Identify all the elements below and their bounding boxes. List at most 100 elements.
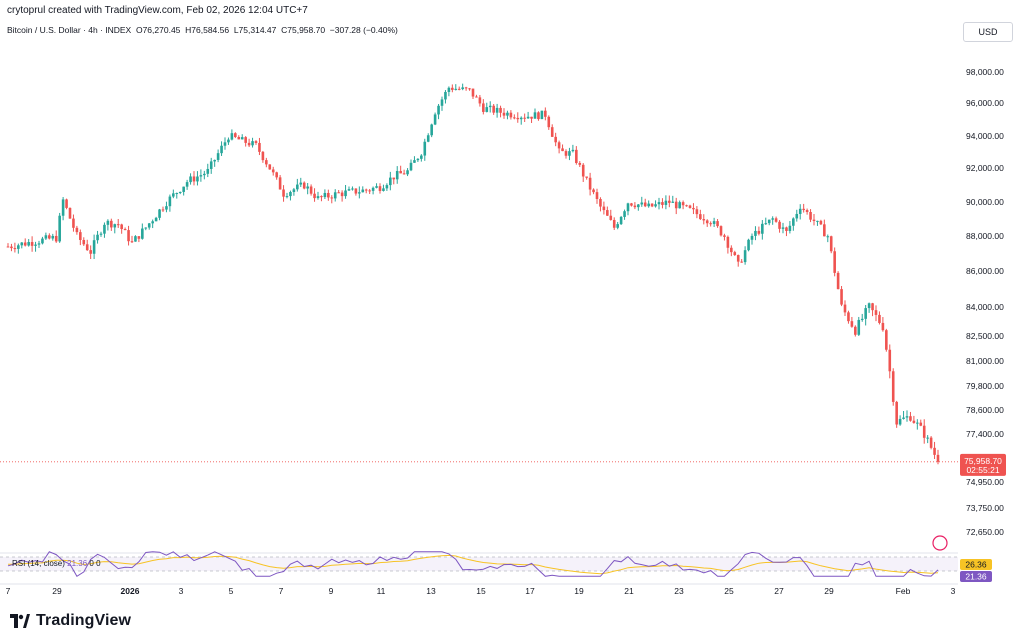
candle-body bbox=[209, 161, 213, 169]
candle bbox=[626, 202, 630, 216]
candle bbox=[230, 129, 234, 141]
candle bbox=[557, 140, 561, 154]
price-tick-label: 78,600.00 bbox=[966, 405, 1004, 415]
candle-body bbox=[440, 99, 444, 106]
candle bbox=[261, 150, 265, 163]
candle-body bbox=[420, 155, 423, 159]
candle bbox=[347, 186, 351, 192]
candle bbox=[864, 304, 867, 326]
candle bbox=[154, 216, 158, 222]
candle-body bbox=[792, 218, 795, 226]
candle-body bbox=[399, 171, 402, 174]
candle bbox=[836, 271, 840, 290]
candle-body bbox=[444, 91, 447, 100]
candle-body bbox=[847, 312, 850, 322]
candle-body bbox=[258, 142, 261, 152]
candle bbox=[774, 216, 778, 223]
ohlc-open: O76,270.45 bbox=[135, 25, 181, 35]
time-tick-label: 7 bbox=[6, 586, 11, 596]
candle-body bbox=[206, 168, 210, 174]
candle bbox=[595, 188, 599, 204]
candle bbox=[120, 223, 123, 234]
candle bbox=[668, 195, 671, 208]
candle bbox=[361, 186, 365, 193]
candle bbox=[643, 198, 647, 208]
candle-body bbox=[612, 219, 616, 228]
candle bbox=[299, 177, 303, 187]
candle-body bbox=[740, 261, 743, 263]
candle bbox=[723, 233, 726, 241]
price-axis: 98,000.00 96,000.00 94,000.00 92,000.00 90,0… bbox=[966, 67, 1004, 537]
candle-body bbox=[168, 196, 172, 207]
candle-body bbox=[299, 182, 303, 185]
symbol-legend[interactable]: Bitcoin / U.S. Dollar · 4h · INDEX O76,2… bbox=[7, 25, 398, 35]
candle-body bbox=[316, 196, 320, 199]
candle-body bbox=[726, 236, 730, 248]
candle-body bbox=[550, 127, 554, 137]
candle-body bbox=[323, 192, 327, 198]
candle-body bbox=[361, 189, 365, 193]
candle-body bbox=[526, 116, 530, 119]
candle bbox=[926, 435, 929, 444]
candle bbox=[929, 436, 933, 450]
candle-body bbox=[34, 244, 37, 246]
candle-body bbox=[933, 447, 936, 455]
candle bbox=[61, 197, 65, 221]
candle bbox=[134, 235, 137, 242]
candle bbox=[423, 138, 427, 161]
candle bbox=[48, 233, 51, 240]
candle-body bbox=[254, 141, 258, 143]
candle-body bbox=[371, 187, 375, 191]
candle bbox=[850, 316, 854, 328]
price-tick-label: 90,000.00 bbox=[966, 197, 1004, 207]
candle bbox=[874, 305, 878, 322]
candle bbox=[464, 86, 468, 91]
currency-selector[interactable]: USD bbox=[963, 22, 1013, 42]
candle bbox=[823, 219, 826, 237]
candle bbox=[785, 226, 788, 237]
candle-body bbox=[48, 235, 51, 239]
candle-body bbox=[654, 204, 657, 207]
candle bbox=[909, 411, 912, 422]
candle-body bbox=[351, 188, 354, 190]
candle-body bbox=[878, 314, 881, 323]
candle bbox=[857, 316, 861, 336]
candle bbox=[750, 233, 754, 245]
rsi-value-c: 0 bbox=[96, 559, 101, 568]
candle bbox=[933, 441, 936, 459]
candle-body bbox=[626, 203, 630, 212]
rsi-legend[interactable]: RSI (14, close) 21.36 0 0 bbox=[12, 559, 101, 568]
candle-body bbox=[134, 236, 137, 242]
candle-body bbox=[561, 148, 564, 152]
candle-body bbox=[75, 227, 79, 233]
price-tick-label: 98,000.00 bbox=[966, 67, 1004, 77]
candle-body bbox=[843, 304, 847, 313]
rsi-ma-tag-label: 26.36 bbox=[965, 560, 987, 570]
candle bbox=[82, 237, 86, 246]
candle bbox=[371, 186, 375, 195]
candle bbox=[375, 183, 378, 189]
candle bbox=[688, 204, 692, 209]
candle bbox=[137, 236, 141, 243]
tradingview-logo[interactable]: TradingView bbox=[10, 612, 131, 630]
last-price-tag bbox=[960, 453, 1006, 476]
candle bbox=[385, 183, 389, 191]
candle bbox=[916, 419, 919, 430]
candle-body bbox=[72, 218, 75, 228]
candle-body bbox=[747, 239, 750, 251]
candle-body bbox=[113, 224, 117, 228]
price-tick-label: 96,000.00 bbox=[966, 98, 1004, 108]
candle bbox=[705, 219, 709, 227]
candle-body bbox=[723, 235, 726, 237]
candle-body bbox=[492, 105, 495, 113]
rsi-tag bbox=[960, 571, 992, 582]
candle-body bbox=[881, 322, 885, 331]
candle-body bbox=[423, 141, 427, 156]
countdown-label: 02:55:21 bbox=[966, 465, 999, 475]
candle-body bbox=[106, 220, 110, 225]
candle-body bbox=[337, 192, 340, 194]
candle bbox=[382, 184, 385, 192]
candle bbox=[426, 133, 430, 143]
rsi-line bbox=[7, 551, 939, 578]
